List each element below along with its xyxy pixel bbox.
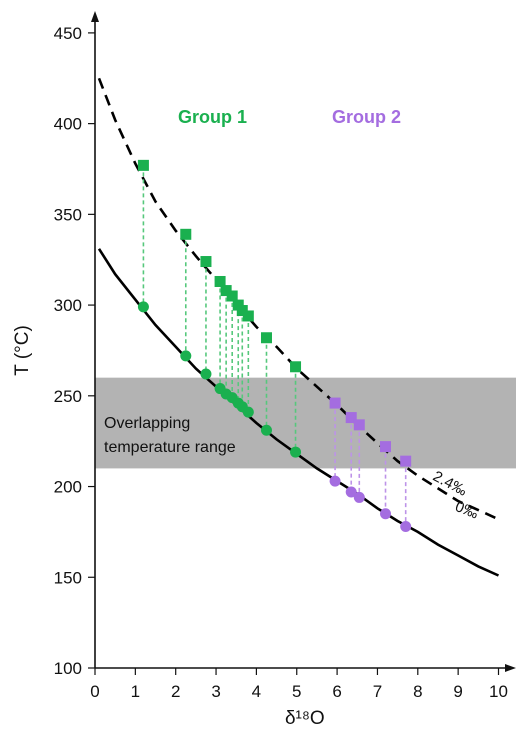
- square-marker: [353, 419, 365, 431]
- square-marker: [200, 256, 212, 268]
- y-tick-label: 250: [54, 387, 82, 406]
- circle-marker: [329, 475, 341, 487]
- y-tick-label: 200: [54, 478, 82, 497]
- square-marker: [329, 397, 341, 409]
- square-marker: [236, 305, 248, 317]
- square-marker: [214, 275, 226, 287]
- circle-marker: [380, 508, 392, 520]
- shaded-band-layer: Overlapping temperature range: [95, 377, 516, 469]
- circle-marker: [260, 424, 272, 436]
- x-tick-label: 7: [373, 682, 382, 701]
- curves-layer: [97, 77, 500, 577]
- x-tick-label: 10: [489, 682, 508, 701]
- circle-marker: [180, 350, 192, 362]
- curve-label-2-4-permil: 2.4‰: [430, 468, 470, 500]
- circle-marker: [400, 520, 412, 532]
- curve-label-0-permil: 0‰: [453, 498, 481, 523]
- overlap-band-label: Overlapping: [104, 415, 190, 432]
- y-tick-label: 300: [54, 296, 82, 315]
- curve-2-4-permil: [97, 77, 500, 521]
- x-tick-label: 4: [252, 682, 261, 701]
- square-marker: [290, 361, 302, 373]
- circle-marker: [200, 368, 212, 380]
- x-tick-label: 6: [332, 682, 341, 701]
- square-marker: [242, 310, 254, 322]
- y-axis-title: T (°C): [12, 325, 33, 376]
- x-tick-label: 0: [90, 682, 99, 701]
- axes-layer: 0 1 2 3 4 5 6 7 8 9 10 100 150 200 250 300 350 400 450 δ¹⁸O…: [12, 11, 516, 729]
- square-marker: [380, 441, 392, 453]
- series-layer: [137, 159, 412, 532]
- y-tick-label: 150: [54, 568, 82, 587]
- x-tick-label: 1: [131, 682, 140, 701]
- x-axis-title: δ¹⁸O: [285, 708, 325, 729]
- group-1-label: Group 1: [178, 107, 247, 127]
- circle-marker: [345, 486, 357, 498]
- overlap-band-label: temperature range: [104, 439, 236, 456]
- overlap-band: [95, 377, 516, 469]
- circle-marker: [137, 301, 149, 313]
- circle-marker: [242, 406, 254, 418]
- x-tick-label: 2: [171, 682, 180, 701]
- x-tick-label: 8: [413, 682, 422, 701]
- square-marker: [180, 228, 192, 240]
- square-marker: [345, 412, 357, 424]
- y-tick-label: 450: [54, 24, 82, 43]
- x-tick-label: 5: [292, 682, 301, 701]
- x-tick-label: 9: [453, 682, 462, 701]
- x-tick-label: 3: [211, 682, 220, 701]
- series-1: [137, 159, 302, 458]
- y-tick-label: 100: [54, 659, 82, 678]
- square-marker: [400, 455, 412, 467]
- x-axis-arrow: [505, 664, 516, 672]
- square-marker: [226, 290, 238, 302]
- square-marker: [260, 332, 272, 344]
- y-tick-label: 400: [54, 115, 82, 134]
- y-tick-label: 350: [54, 205, 82, 224]
- circle-marker: [290, 446, 302, 458]
- group-2-label: Group 2: [332, 107, 401, 127]
- series-2: [329, 397, 412, 532]
- y-axis-arrow: [91, 11, 99, 22]
- square-marker: [220, 285, 232, 297]
- square-marker: [137, 159, 149, 171]
- circle-marker: [353, 491, 365, 503]
